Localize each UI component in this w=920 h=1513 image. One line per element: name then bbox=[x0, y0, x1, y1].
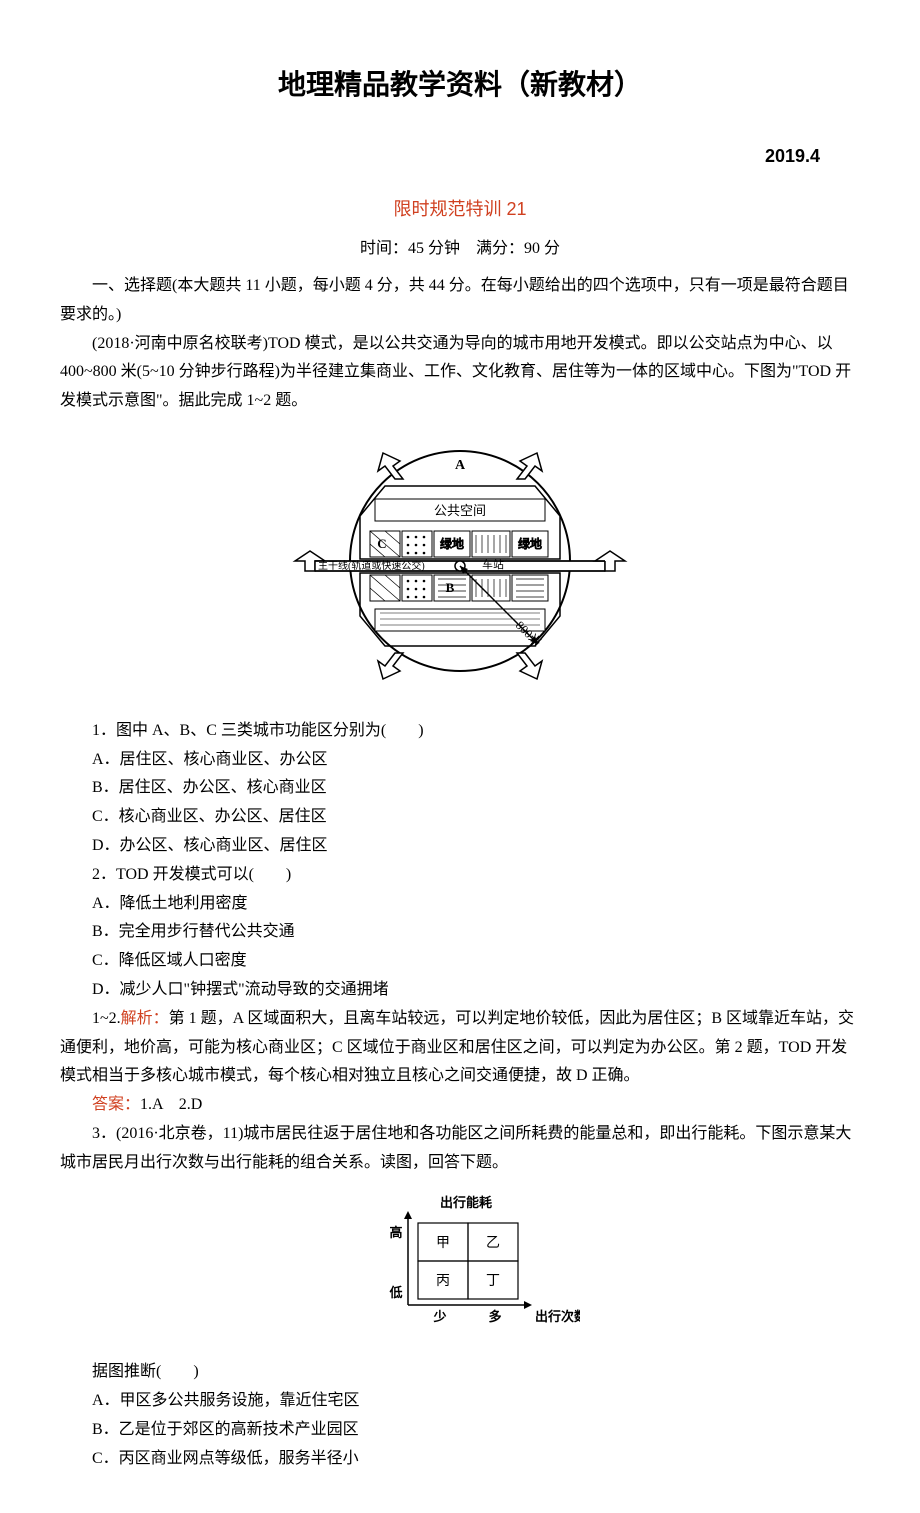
matrix-diagram: 出行能耗 甲 乙 丙 丁 高 低 少 多 出行次数 bbox=[60, 1193, 860, 1344]
analysis-tag: 解析： bbox=[121, 1010, 169, 1027]
date: 2019.4 bbox=[60, 140, 860, 172]
analysis-text: 第 1 题，A 区域面积大，且离车站较远，可以判定地价较低，因此为居住区；B 区… bbox=[60, 1010, 854, 1085]
tod-diagram: 公共空间 绿地 绿地 bbox=[60, 431, 860, 702]
q3-option-b: B．乙是位于郊区的高新技术产业园区 bbox=[60, 1416, 860, 1445]
cell-tl: 甲 bbox=[436, 1236, 450, 1251]
q2-stem: 2．TOD 开发模式可以( ) bbox=[60, 861, 860, 890]
matrix-svg: 出行能耗 甲 乙 丙 丁 高 低 少 多 出行次数 bbox=[340, 1193, 580, 1333]
analysis-range: 1~2. bbox=[92, 1010, 121, 1027]
q2-option-a: A．降低土地利用密度 bbox=[60, 890, 860, 919]
answer-label: 答案： bbox=[92, 1096, 140, 1113]
y-low: 低 bbox=[388, 1285, 402, 1300]
cell-tr: 乙 bbox=[486, 1235, 500, 1251]
x-title: 出行次数 bbox=[535, 1309, 580, 1324]
cell-br: 丁 bbox=[486, 1274, 500, 1289]
time-info: 时间：45 分钟 满分：90 分 bbox=[60, 235, 860, 264]
main-title: 地理精品教学资料（新教材） bbox=[60, 60, 860, 110]
q2-option-d: D．减少人口"钟摆式"流动导致的交通拥堵 bbox=[60, 976, 860, 1005]
q1-stem: 1．图中 A、B、C 三类城市功能区分别为( ) bbox=[60, 717, 860, 746]
analysis-12: 1~2.解析：第 1 题，A 区域面积大，且离车站较远，可以判定地价较低，因此为… bbox=[60, 1005, 860, 1091]
label-green2: 绿地 bbox=[518, 536, 542, 551]
q3-context: 3．(2016·北京卷，11)城市居民往返于居住地和各功能区之间所耗费的能量总和… bbox=[60, 1120, 860, 1178]
label-public-space: 公共空间 bbox=[434, 503, 486, 518]
q1-option-d: D．办公区、核心商业区、居住区 bbox=[60, 832, 860, 861]
label-green1: 绿地 bbox=[440, 536, 464, 551]
q3-option-c: C．丙区商业网点等级低，服务半径小 bbox=[60, 1445, 860, 1474]
q3-option-a: A．甲区多公共服务设施，靠近住宅区 bbox=[60, 1387, 860, 1416]
svg-text:C: C bbox=[377, 536, 386, 551]
label-trunk: 主干线(轨道或快速公交) bbox=[318, 559, 425, 572]
y-title: 出行能耗 bbox=[440, 1195, 492, 1210]
x-low: 少 bbox=[432, 1309, 446, 1324]
label-b: B bbox=[446, 580, 455, 595]
y-high: 高 bbox=[389, 1225, 402, 1240]
cell-bl: 丙 bbox=[436, 1274, 450, 1289]
q2-option-b: B．完全用步行替代公共交通 bbox=[60, 918, 860, 947]
answer-12: 答案：1.A 2.D bbox=[60, 1091, 860, 1120]
instructions: 一、选择题(本大题共 11 小题，每小题 4 分，共 44 分。在每小题给出的四… bbox=[60, 272, 860, 330]
label-a: A bbox=[455, 458, 466, 473]
q1-option-c: C．核心商业区、办公区、居住区 bbox=[60, 803, 860, 832]
x-high: 多 bbox=[488, 1309, 501, 1324]
q1-option-b: B．居住区、办公区、核心商业区 bbox=[60, 774, 860, 803]
context-paragraph: (2018·河南中原名校联考)TOD 模式，是以公共交通为导向的城市用地开发模式… bbox=[60, 330, 860, 416]
q3-stem: 据图推断( ) bbox=[60, 1358, 860, 1387]
answer-text: 1.A 2.D bbox=[140, 1096, 202, 1113]
q1-option-a: A．居住区、核心商业区、办公区 bbox=[60, 746, 860, 775]
section-title: 限时规范特训 21 bbox=[60, 193, 860, 225]
tod-svg: 公共空间 绿地 绿地 bbox=[290, 431, 630, 691]
label-station: 车站 bbox=[482, 557, 504, 571]
q2-option-c: C．降低区域人口密度 bbox=[60, 947, 860, 976]
